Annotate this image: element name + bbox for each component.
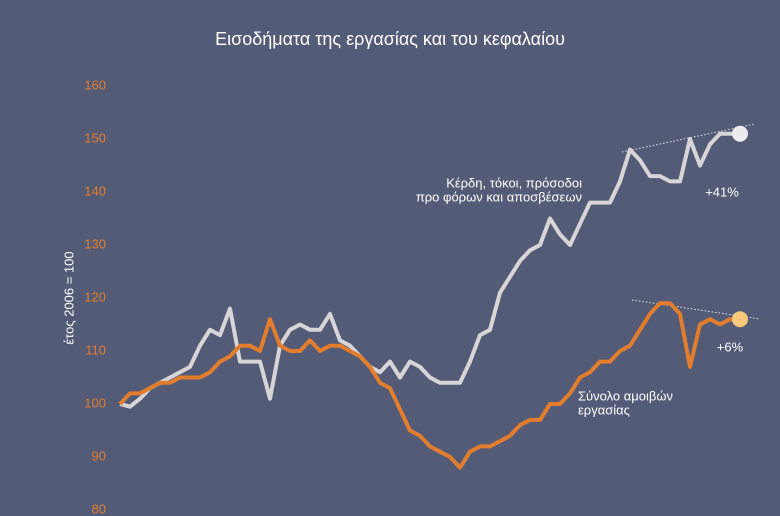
y-tick-label: 150 bbox=[84, 130, 106, 145]
end-marker bbox=[732, 125, 748, 142]
change-label: +6% bbox=[717, 339, 744, 354]
end-marker bbox=[732, 311, 748, 328]
y-tick-label: 80 bbox=[92, 501, 106, 516]
data-line bbox=[118, 301, 740, 470]
series-label: εργασίας bbox=[578, 402, 630, 417]
trend-line bbox=[631, 299, 761, 320]
y-tick-label: 100 bbox=[84, 395, 106, 410]
change-label: +41% bbox=[705, 184, 739, 199]
chart-title: Εισοδήματα της εργασίας και του κεφαλαίο… bbox=[215, 29, 565, 49]
y-tick-label: 160 bbox=[84, 77, 106, 92]
y-axis-label: έτος 2006 = 100 bbox=[61, 251, 76, 344]
y-tick-label: 120 bbox=[84, 289, 106, 304]
data-line bbox=[119, 131, 740, 409]
y-tick-label: 140 bbox=[84, 183, 106, 198]
series-label: Σύνολο αμοιβών bbox=[578, 388, 673, 403]
y-tick-label: 110 bbox=[85, 342, 106, 357]
y-tick-label: 90 bbox=[92, 448, 106, 463]
y-tick-label: 130 bbox=[84, 236, 106, 251]
series-label: Κέρδη, τόκοι, πρόσοδοι bbox=[446, 175, 582, 190]
series-label: προ φόρων και αποσβέσεων bbox=[416, 189, 582, 204]
